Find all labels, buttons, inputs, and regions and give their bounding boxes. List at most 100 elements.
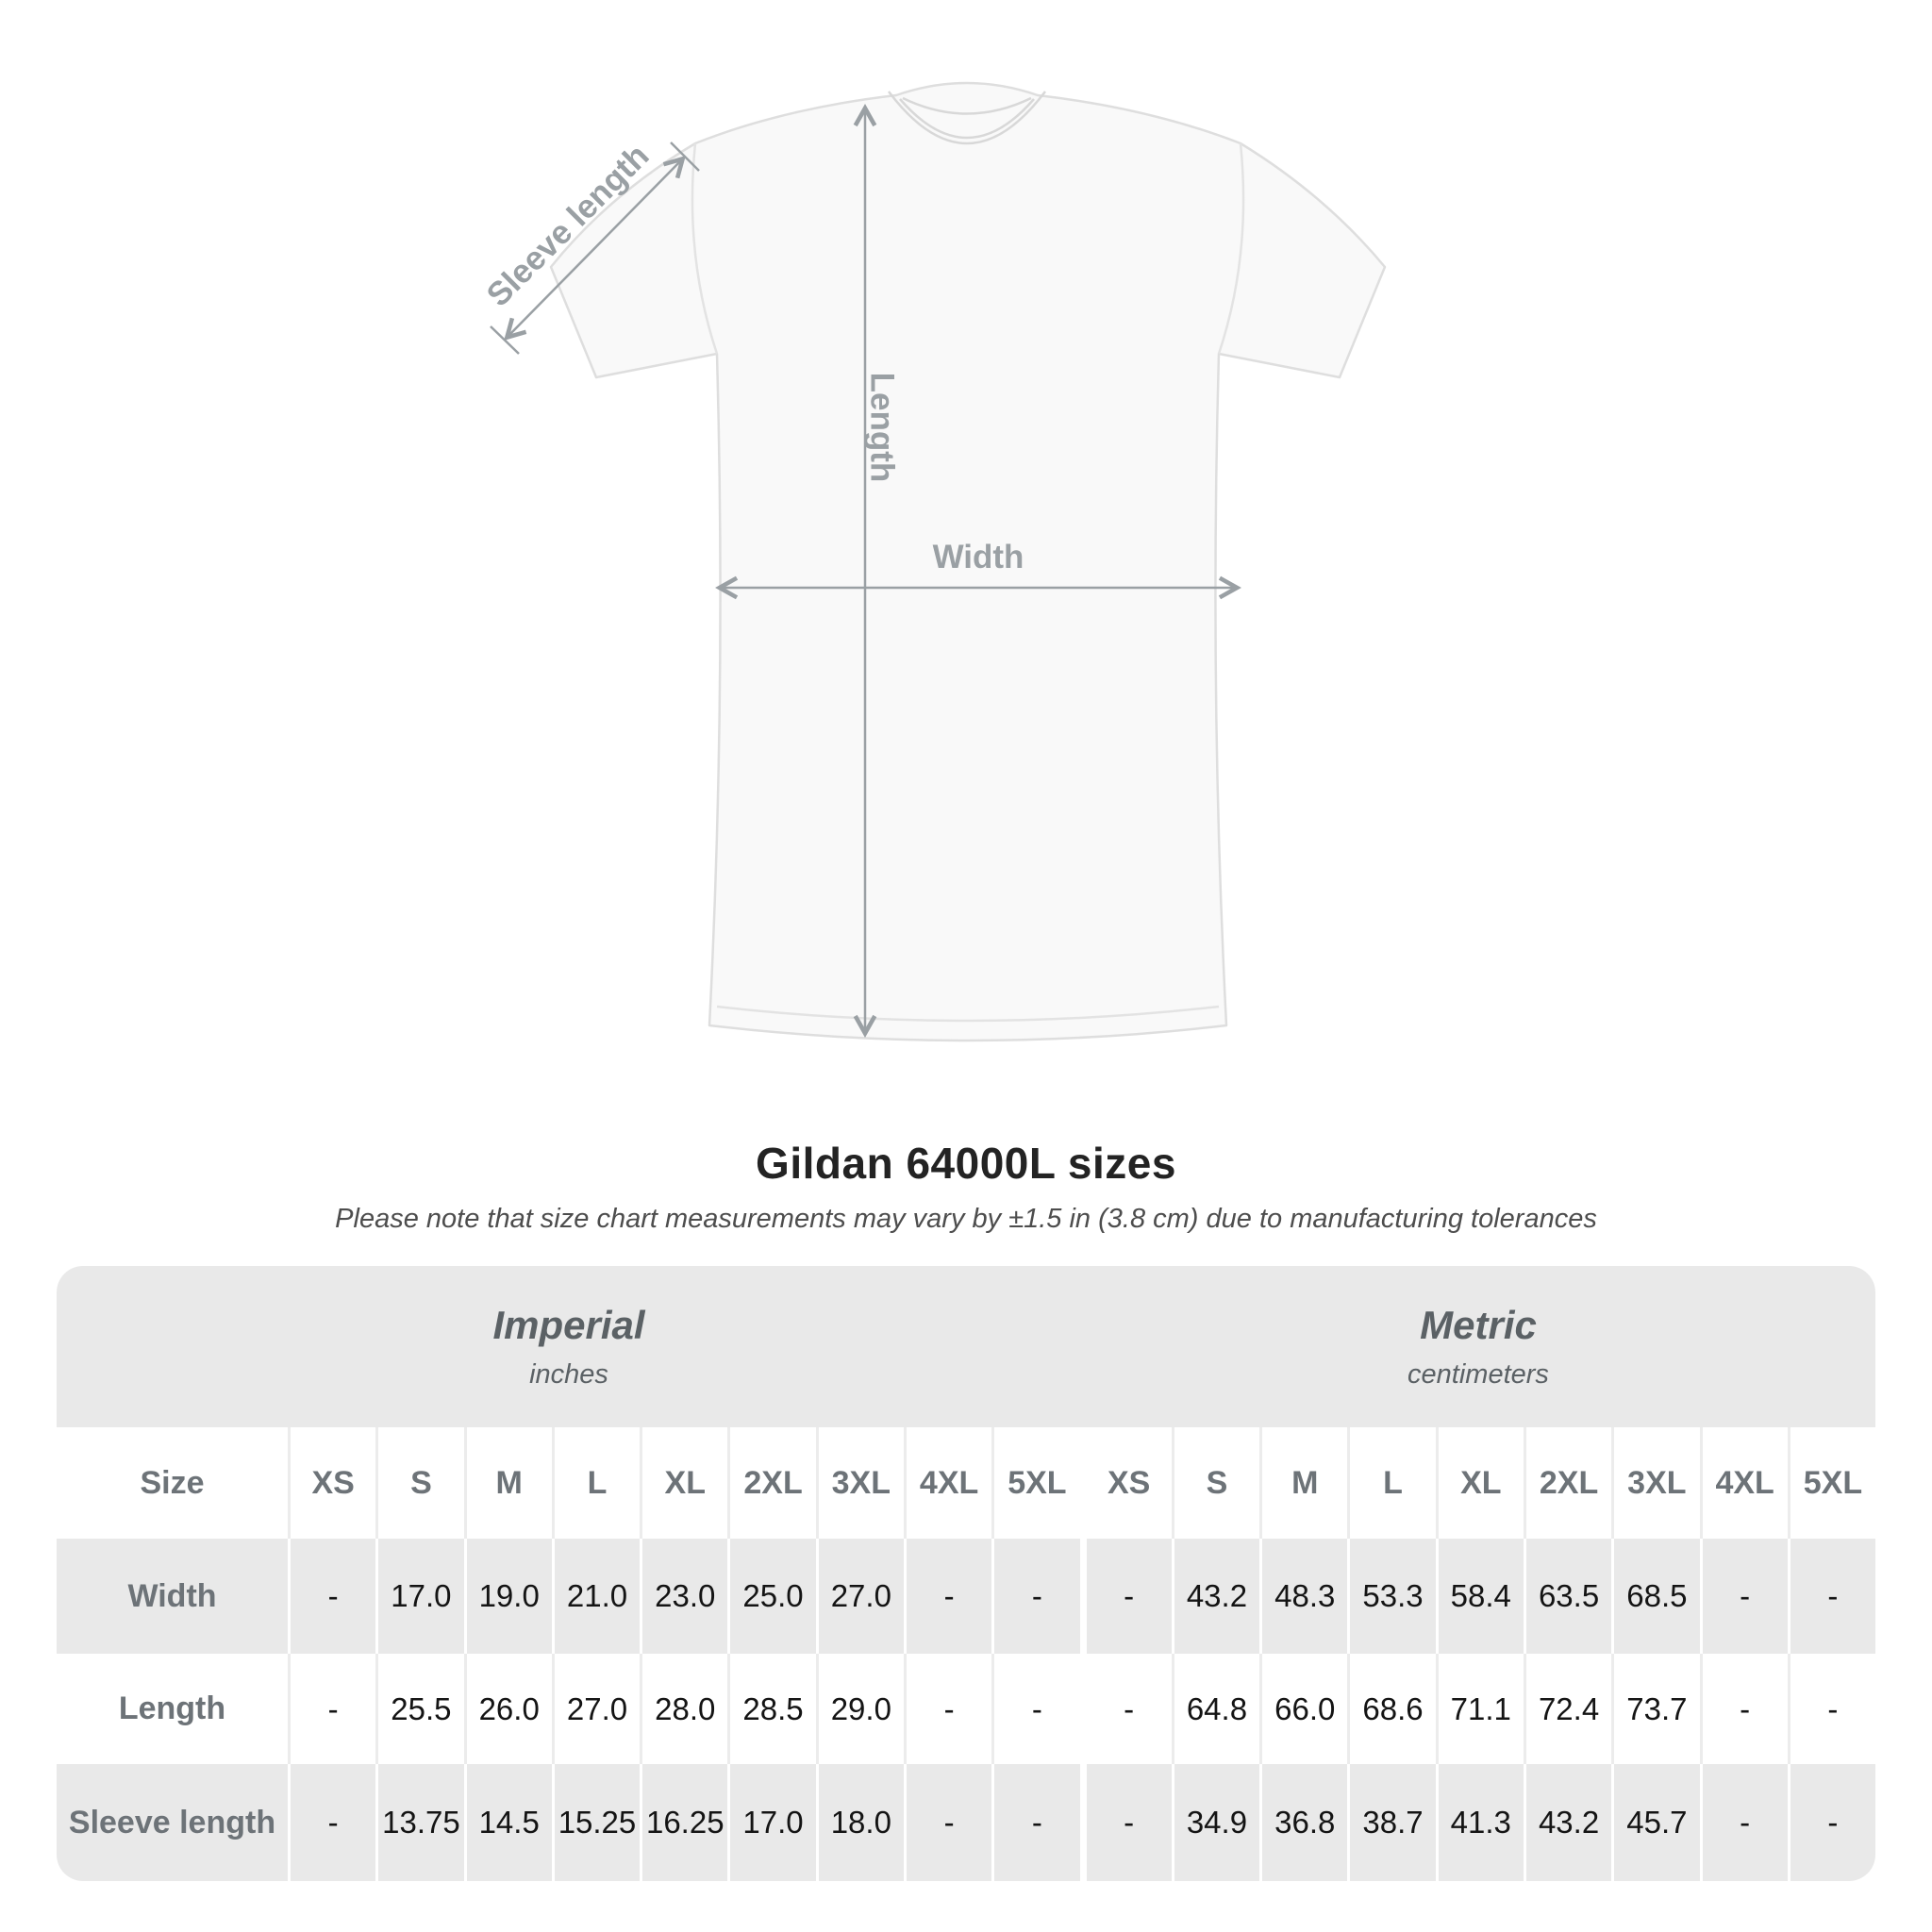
value-cell-imperial: -: [903, 1654, 991, 1764]
length-label: Length: [864, 373, 901, 483]
value-cell-imperial: 25.0: [727, 1539, 815, 1654]
size-header-metric: XL: [1435, 1427, 1524, 1539]
metric-subtitle: centimeters: [1407, 1359, 1549, 1390]
collar-outer: [888, 91, 1046, 145]
size-header-metric: M: [1259, 1427, 1347, 1539]
value-cell-imperial: 17.0: [375, 1539, 463, 1654]
value-cell-imperial: 21.0: [551, 1539, 640, 1654]
page-title: Gildan 64000L sizes: [756, 1139, 1176, 1188]
value-cell-imperial: 27.0: [815, 1539, 904, 1654]
size-header-metric: S: [1171, 1427, 1259, 1539]
value-cell-imperial: -: [991, 1764, 1079, 1881]
value-cell-imperial: 26.0: [463, 1654, 552, 1764]
value-cell-metric: 34.9: [1171, 1764, 1259, 1881]
size-column-header: Size: [140, 1464, 205, 1501]
value-cell-metric: 43.2: [1523, 1764, 1611, 1881]
value-cell-metric: 53.3: [1347, 1539, 1435, 1654]
unit-header-band: Imperial inches Metric centimeters: [57, 1266, 1875, 1427]
value-cell-metric: 66.0: [1259, 1654, 1347, 1764]
table-row-width: Width -17.0 19.0 21.0 23.0 25.0 27.0- - -43.2 48…: [57, 1539, 1875, 1654]
back-collar: [902, 96, 1032, 115]
table-row-sleeve-length: Sleeve length -13.75 14.5 15.25 16.25 17.0 18…: [57, 1764, 1875, 1881]
right-sleeve-seam: [1217, 142, 1245, 355]
value-cell-metric: -: [1699, 1764, 1788, 1881]
size-header-imperial: 3XL: [815, 1427, 904, 1539]
metric-header: Metric centimeters: [1081, 1266, 1875, 1427]
size-header-imperial: 2XL: [727, 1427, 815, 1539]
value-cell-imperial: 28.0: [640, 1654, 727, 1764]
value-cell-metric: 36.8: [1259, 1764, 1347, 1881]
value-cell-metric: 48.3: [1259, 1539, 1347, 1654]
table-header-row: Size XS S M L XL 2XL 3XL 4XL 5XL XS S M L XL 2XL 3XL 4XL…: [57, 1427, 1875, 1539]
size-header-metric: L: [1347, 1427, 1435, 1539]
row-label-width: Width: [127, 1577, 217, 1614]
value-cell-metric: -: [1124, 1690, 1135, 1726]
value-cell-imperial: 14.5: [463, 1764, 552, 1881]
size-header-metric: XS: [1107, 1464, 1151, 1501]
value-cell-metric: 43.2: [1171, 1539, 1259, 1654]
value-cell-metric: 71.1: [1435, 1654, 1524, 1764]
value-cell-metric: -: [1787, 1654, 1875, 1764]
value-cell-imperial: -: [991, 1539, 1079, 1654]
imperial-subtitle: inches: [529, 1359, 608, 1390]
row-label-length: Length: [118, 1690, 226, 1726]
value-cell-metric: 73.7: [1611, 1654, 1699, 1764]
value-cell-imperial: 28.5: [727, 1654, 815, 1764]
value-cell-metric: -: [1124, 1805, 1135, 1840]
size-header-imperial: 4XL: [903, 1427, 991, 1539]
size-header-imperial: L: [551, 1427, 640, 1539]
imperial-title: Imperial: [492, 1303, 645, 1347]
value-cell-imperial: 18.0: [815, 1764, 904, 1881]
value-cell-imperial: 15.25: [551, 1764, 640, 1881]
imperial-header: Imperial inches: [57, 1266, 1081, 1427]
size-table: Imperial inches Metric centimeters Size …: [57, 1266, 1875, 1881]
value-cell-imperial: -: [288, 1539, 375, 1654]
row-label-sleeve-length: Sleeve length: [68, 1804, 276, 1840]
metric-title: Metric: [1420, 1303, 1537, 1347]
value-cell-metric: 68.5: [1611, 1539, 1699, 1654]
size-header-imperial: XS: [288, 1427, 375, 1539]
size-header-imperial: 5XL: [991, 1427, 1079, 1539]
value-cell-metric: 68.6: [1347, 1654, 1435, 1764]
value-cell-imperial: 17.0: [727, 1764, 815, 1881]
value-cell-imperial: 19.0: [463, 1539, 552, 1654]
value-cell-imperial: -: [903, 1539, 991, 1654]
unit-divider: [1079, 1539, 1087, 1654]
value-cell-imperial: 29.0: [815, 1654, 904, 1764]
value-cell-imperial: 25.5: [375, 1654, 463, 1764]
sleeve-tick-end: [670, 142, 700, 172]
collar-inner: [899, 98, 1035, 140]
width-label: Width: [933, 539, 1024, 575]
tshirt-diagram: Length Width Sleeve length: [479, 81, 1387, 1042]
left-sleeve-seam: [691, 142, 719, 355]
value-cell-metric: -: [1699, 1654, 1788, 1764]
size-header-imperial: XL: [640, 1427, 727, 1539]
value-cell-imperial: -: [288, 1764, 375, 1881]
table-row-length: Length -25.5 26.0 27.0 28.0 28.5 29.0- - -64.8 6…: [57, 1654, 1875, 1764]
unit-divider: [1079, 1427, 1087, 1539]
tolerance-note: Please note that size chart measurements…: [335, 1204, 1597, 1234]
size-header-imperial: S: [375, 1427, 463, 1539]
value-cell-metric: -: [1124, 1578, 1135, 1613]
caption: Gildan 64000L sizes Please note that siz…: [0, 1138, 1932, 1235]
size-header-metric: 3XL: [1611, 1427, 1699, 1539]
value-cell-metric: 72.4: [1523, 1654, 1611, 1764]
value-cell-imperial: 13.75: [375, 1764, 463, 1881]
size-header-metric: 2XL: [1523, 1427, 1611, 1539]
value-cell-metric: 45.7: [1611, 1764, 1699, 1881]
size-header-imperial: M: [463, 1427, 552, 1539]
value-cell-imperial: -: [991, 1654, 1079, 1764]
unit-divider: [1079, 1764, 1087, 1881]
value-cell-metric: -: [1787, 1764, 1875, 1881]
value-cell-imperial: 27.0: [551, 1654, 640, 1764]
value-cell-imperial: -: [903, 1764, 991, 1881]
sleeve-tick-start: [490, 325, 520, 355]
value-cell-imperial: 23.0: [640, 1539, 727, 1654]
unit-divider: [1079, 1654, 1087, 1764]
value-cell-imperial: 16.25: [640, 1764, 727, 1881]
value-cell-metric: 38.7: [1347, 1764, 1435, 1881]
value-cell-metric: 64.8: [1171, 1654, 1259, 1764]
value-cell-metric: -: [1787, 1539, 1875, 1654]
value-cell-metric: 63.5: [1523, 1539, 1611, 1654]
hem-stitch: [716, 1005, 1220, 1023]
